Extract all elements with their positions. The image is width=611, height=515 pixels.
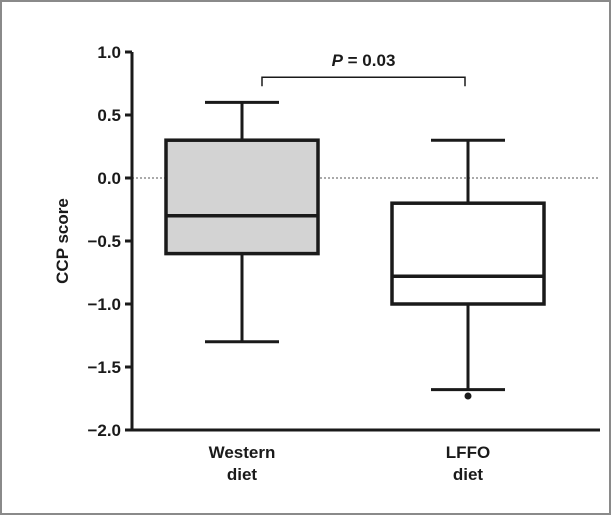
box-iqr <box>390 201 546 306</box>
box-group <box>390 138 546 400</box>
boxes-layer <box>164 100 546 400</box>
x-category-label-line: diet <box>453 465 484 484</box>
p-value-symbol: P <box>332 51 344 70</box>
y-ticks-layer: 1.0 0.5 0.0 −0.5 −1.0 −1.5 −2.0 <box>87 43 132 440</box>
x-category-label-line: diet <box>227 465 258 484</box>
y-tick-label: 0.5 <box>97 106 121 125</box>
significance-bracket-line <box>261 76 466 87</box>
box-group <box>164 100 320 344</box>
x-category-label: Western diet <box>209 443 276 484</box>
box-iqr <box>164 138 320 256</box>
y-tick-label: −1.5 <box>87 358 121 377</box>
x-categories-layer: Western diet LFFO diet <box>209 443 491 484</box>
x-category-label-line: Western <box>209 443 276 462</box>
outlier-point <box>464 392 472 400</box>
y-tick-label: 1.0 <box>97 43 121 62</box>
y-tick-label: −1.0 <box>87 295 121 314</box>
y-tick-label: −0.5 <box>87 232 121 251</box>
p-value-number: = 0.03 <box>343 51 395 70</box>
y-tick-label: −2.0 <box>87 421 121 440</box>
p-value-label: P = 0.03 <box>332 51 396 70</box>
y-tick-label: 0.0 <box>97 169 121 188</box>
y-axis-label: CCP score <box>53 198 72 284</box>
x-category-label: LFFO diet <box>446 443 490 484</box>
x-category-label-line: LFFO <box>446 443 490 462</box>
significance-bracket: P = 0.03 <box>261 51 466 87</box>
